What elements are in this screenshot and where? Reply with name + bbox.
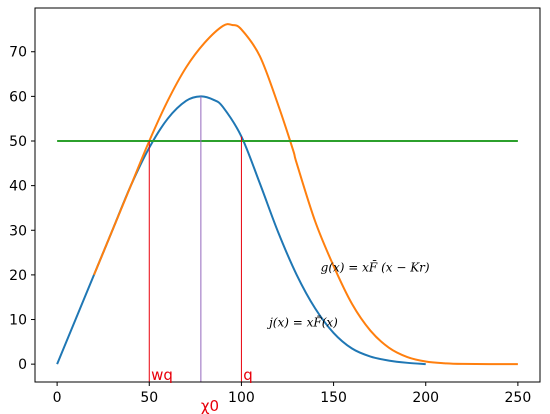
series-layer — [56, 23, 518, 366]
series-line-1 — [93, 23, 518, 366]
x-tick-label: 200 — [412, 390, 439, 406]
y-tick-label: 50 — [9, 134, 27, 150]
x-tick-label: 250 — [505, 390, 532, 406]
y-tick-label: 40 — [9, 179, 27, 195]
annotation-3: g(x) = xF̄ (x − Kr) — [321, 259, 430, 274]
annotation-0: wq — [151, 366, 173, 384]
x-tick-label: 0 — [53, 390, 62, 406]
x-tick-label: 50 — [140, 390, 158, 406]
x-tick-label: 100 — [228, 390, 255, 406]
y-tick-label: 60 — [9, 89, 27, 105]
y-tick-label: 20 — [9, 268, 27, 284]
y-tick-label: 30 — [9, 223, 27, 239]
x-tick-label: 150 — [320, 390, 347, 406]
annotations: wq q χ0 g(x) = xF̄ (x − Kr) j(x) = xF̄(x) — [151, 259, 430, 414]
annotation-1: q — [243, 366, 253, 384]
annotation-2: χ0 — [201, 397, 219, 414]
y-tick-label: 70 — [9, 45, 27, 61]
y-tick-label: 10 — [9, 313, 27, 329]
axis-ticks: 0 50 100 150 200 250 0 10 20 30 40 50 60 70 — [9, 45, 531, 406]
annotation-4: j(x) = xF̄(x) — [266, 314, 338, 329]
plot-area — [34, 7, 541, 383]
marker-lines — [148, 96, 242, 382]
y-tick-label: 0 — [18, 357, 27, 373]
